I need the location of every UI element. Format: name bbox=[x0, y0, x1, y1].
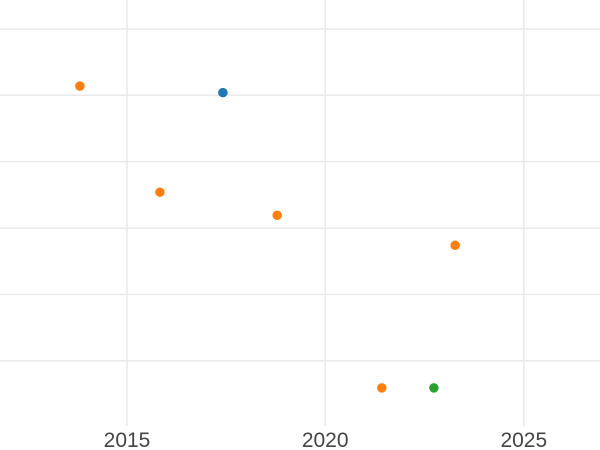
svg-text:2015: 2015 bbox=[104, 429, 151, 450]
svg-text:2020: 2020 bbox=[302, 429, 349, 450]
svg-text:2025: 2025 bbox=[500, 429, 547, 450]
